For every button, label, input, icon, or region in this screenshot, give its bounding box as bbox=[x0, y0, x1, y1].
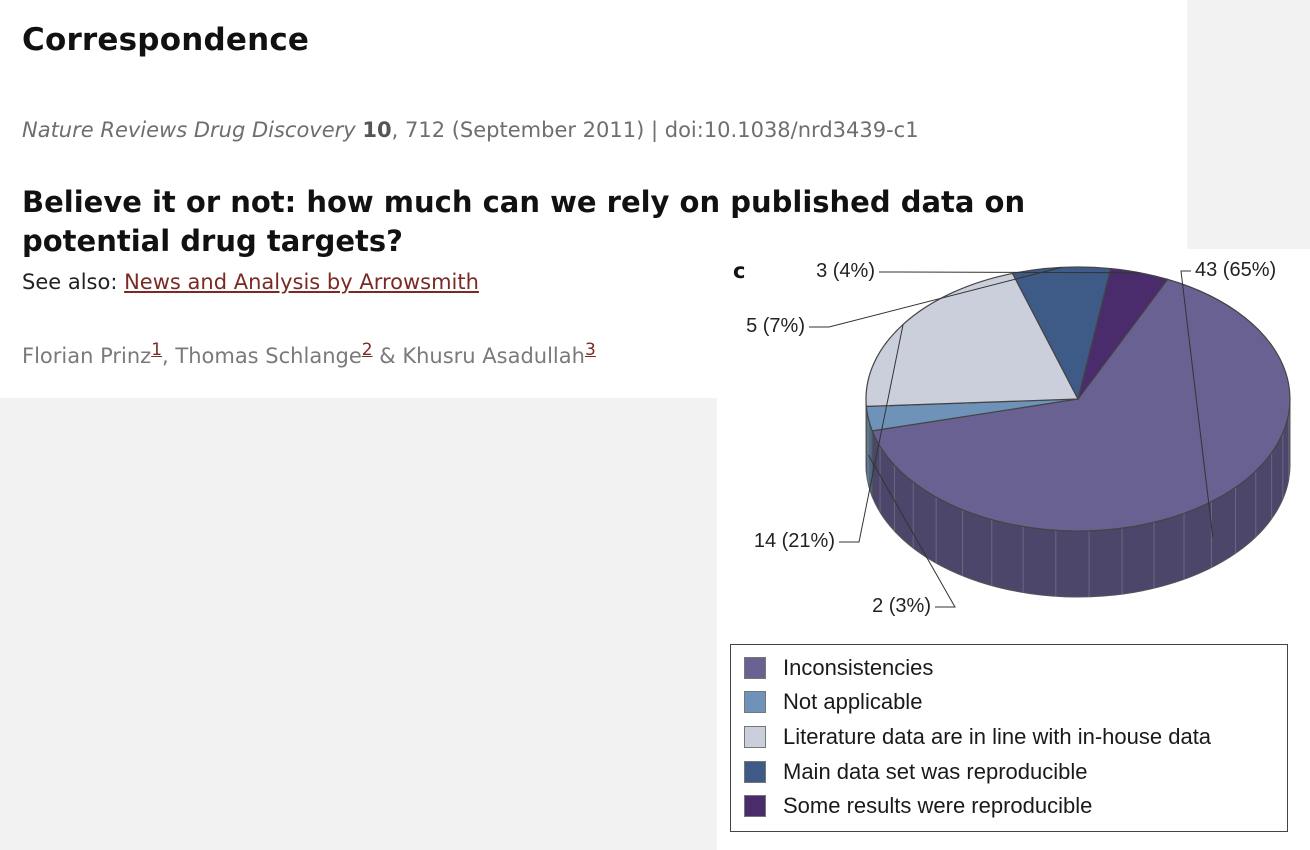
journal-name: Nature Reviews Drug Discovery bbox=[22, 118, 356, 142]
see-also-link[interactable]: News and Analysis by Arrowsmith bbox=[124, 270, 479, 294]
legend-swatch bbox=[744, 761, 766, 783]
citation-pages-doi: , 712 (September 2011) | doi:10.1038/nrd… bbox=[391, 118, 919, 142]
affiliation-link-1[interactable]: 1 bbox=[151, 340, 163, 360]
legend-swatch bbox=[744, 691, 766, 713]
legend-label: Some results were reproducible bbox=[783, 793, 1093, 818]
author-affiliation-ref: 2 bbox=[362, 340, 373, 360]
citation: Nature Reviews Drug Discovery 10, 712 (S… bbox=[22, 118, 919, 142]
article-headline: Believe it or not: how much can we rely … bbox=[22, 185, 1026, 258]
see-also: See also: News and Analysis by Arrowsmit… bbox=[22, 270, 479, 294]
legend-swatch bbox=[744, 795, 766, 817]
legend-swatch bbox=[744, 726, 766, 748]
legend-label: Literature data are in line with in-hous… bbox=[783, 724, 1212, 749]
section-title: Correspondence bbox=[22, 22, 310, 58]
author-separator: , bbox=[162, 344, 176, 368]
slice-data-label: 43 (65%) bbox=[1195, 259, 1277, 281]
author-name: Thomas Schlange bbox=[175, 344, 362, 368]
slice-data-label: 14 (21%) bbox=[753, 530, 835, 552]
slice-leader-line bbox=[839, 324, 904, 543]
author-affiliation-ref: 1 bbox=[151, 340, 162, 360]
affiliation-link-2[interactable]: 2 bbox=[361, 340, 373, 360]
legend-label: Main data set was reproducible bbox=[783, 759, 1088, 784]
author-name: Khusru Asadullah bbox=[402, 344, 585, 368]
slice-leader-line bbox=[879, 271, 1140, 274]
affiliation-link-3[interactable]: 3 bbox=[584, 340, 596, 360]
legend-item: Literature data are in line with in-hous… bbox=[744, 723, 1211, 751]
slice-data-label: 2 (3%) bbox=[872, 595, 931, 617]
slice-data-label: 5 (7%) bbox=[746, 315, 805, 337]
slice-leader-line bbox=[867, 454, 956, 608]
pie-chart-figure: c 43 (65%) 2 (3%) 14 (21%) 5 (7%) 3 (4%) Inc… bbox=[717, 249, 1310, 850]
legend-item: Main data set was reproducible bbox=[744, 758, 1088, 786]
journal-volume: 10 bbox=[362, 118, 392, 142]
article-header: Correspondence Nature Reviews Drug Disco… bbox=[0, 0, 1187, 398]
pie-top-group bbox=[865, 266, 1291, 532]
pie-slice bbox=[871, 278, 1291, 532]
legend-item: Inconsistencies bbox=[744, 654, 933, 682]
legend-swatch bbox=[744, 657, 766, 679]
legend-item: Not applicable bbox=[744, 688, 922, 716]
legend-item: Some results were reproducible bbox=[744, 792, 1092, 820]
see-also-label: See also: bbox=[22, 270, 125, 294]
slice-leader-line bbox=[1180, 270, 1214, 538]
legend-label: Not applicable bbox=[783, 689, 923, 714]
author-affiliation-ref: 3 bbox=[585, 340, 596, 360]
author-separator: & bbox=[372, 344, 403, 368]
author-name: Florian Prinz bbox=[22, 344, 152, 368]
pie-side-group bbox=[865, 398, 1291, 598]
slice-data-label: 3 (4%) bbox=[816, 260, 875, 282]
panel-label: c bbox=[733, 259, 746, 283]
pie-chart bbox=[809, 266, 1291, 608]
slice-leader-line bbox=[809, 266, 1062, 328]
author-list: Florian Prinz1, Thomas Schlange2 & Khusr… bbox=[22, 340, 596, 368]
legend: Inconsistencies Not applicable Literatur… bbox=[730, 644, 1288, 832]
legend-label: Inconsistencies bbox=[783, 655, 934, 680]
